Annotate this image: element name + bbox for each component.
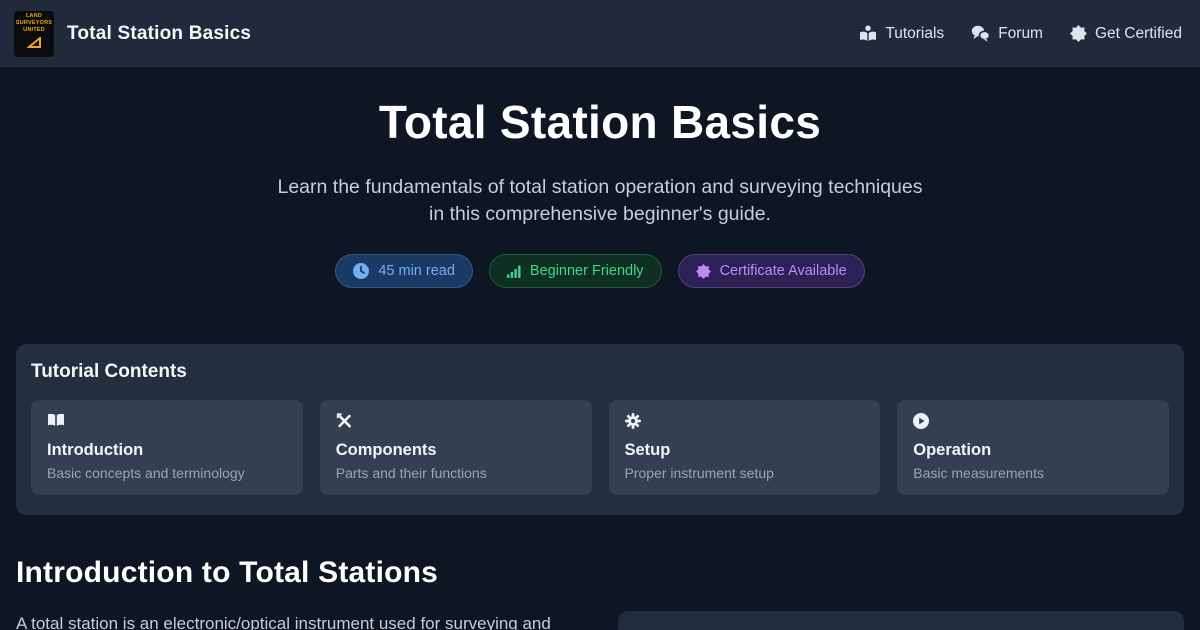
navbar-title: Total Station Basics <box>67 22 252 44</box>
hero-section: Total Station Basics Learn the fundament… <box>0 68 1200 289</box>
side-card <box>618 611 1184 630</box>
book-open-icon <box>47 413 287 431</box>
subtitle-line: in this comprehensive beginner's guide. <box>429 202 771 225</box>
badge-label: Certificate Available <box>719 263 847 280</box>
navbar: LAND SURVEYORS UNITED Total Station Basi… <box>0 0 1200 68</box>
toc-card-title: Setup <box>624 441 671 460</box>
difficulty-badge: Beginner Friendly <box>488 254 662 289</box>
nav-link-label: Forum <box>998 24 1043 42</box>
toc-card-title: Introduction <box>47 441 144 460</box>
toc-card-description: Basic measurements <box>913 465 1044 482</box>
nav-link-label: Get Certified <box>1094 24 1182 42</box>
toc-card-description: Proper instrument setup <box>624 465 774 482</box>
book-reader-icon <box>859 25 877 42</box>
page-title: Total Station Basics <box>378 96 822 148</box>
toc-card-introduction[interactable]: Introduction Basic concepts and terminol… <box>31 400 303 496</box>
toc-card-description: Basic concepts and terminology <box>47 465 245 482</box>
logo-triangle-icon <box>25 35 42 54</box>
toc-card-setup[interactable]: Setup Proper instrument setup <box>608 400 881 496</box>
nav-link-get-certified[interactable]: Get Certified <box>1069 24 1182 43</box>
badge-label: 45 min read <box>378 263 455 280</box>
clock-icon <box>353 263 370 280</box>
logo-text-line: UNITED <box>23 26 45 33</box>
navbar-links: Tutorials Forum Get Certified <box>859 25 1182 43</box>
tutorial-contents-panel: Tutorial Contents Introduction Basic con… <box>16 344 1184 516</box>
subtitle-line: Learn the fundamentals of total station … <box>277 176 923 198</box>
toc-card-title: Components <box>335 441 437 460</box>
introduction-section: Introduction to Total Stations A total s… <box>0 556 1200 630</box>
logo-text-line: SURVEYORS <box>15 20 53 27</box>
certificate-seal-icon <box>695 263 711 279</box>
chart-bars-icon <box>506 265 521 278</box>
badge-row: 45 min read Beginner Friendly Certificat… <box>0 254 1200 289</box>
chat-bubbles-icon <box>971 25 991 42</box>
toc-card-description: Parts and their functions <box>335 465 487 482</box>
play-circle-icon <box>913 413 1153 431</box>
toc-card-operation[interactable]: Operation Basic measurements <box>897 400 1169 496</box>
tools-icon <box>336 413 576 431</box>
read-time-badge: 45 min read <box>335 254 473 289</box>
certificate-badge: Certificate Available <box>677 254 865 289</box>
nav-link-tutorials[interactable]: Tutorials <box>859 25 944 43</box>
panel-title: Tutorial Contents <box>31 361 187 383</box>
nav-link-forum[interactable]: Forum <box>971 25 1043 43</box>
nav-link-label: Tutorials <box>885 24 945 42</box>
gear-icon <box>624 413 865 431</box>
section-heading: Introduction to Total Stations <box>16 556 439 590</box>
toc-card-components[interactable]: Components Parts and their functions <box>319 400 592 496</box>
logo-text-line: LAND <box>25 13 43 20</box>
toc-card-title: Operation <box>913 441 992 460</box>
certificate-seal-icon <box>1069 25 1087 42</box>
page-subtitle: Learn the fundamentals of total station … <box>0 174 1200 227</box>
section-columns: A total station is an electronic/optical… <box>16 611 1184 630</box>
section-paragraph: A total station is an electronic/optical… <box>16 614 551 630</box>
site-logo[interactable]: LAND SURVEYORS UNITED <box>14 10 54 57</box>
badge-label: Beginner Friendly <box>529 263 644 280</box>
contents-grid: Introduction Basic concepts and terminol… <box>31 400 1169 496</box>
